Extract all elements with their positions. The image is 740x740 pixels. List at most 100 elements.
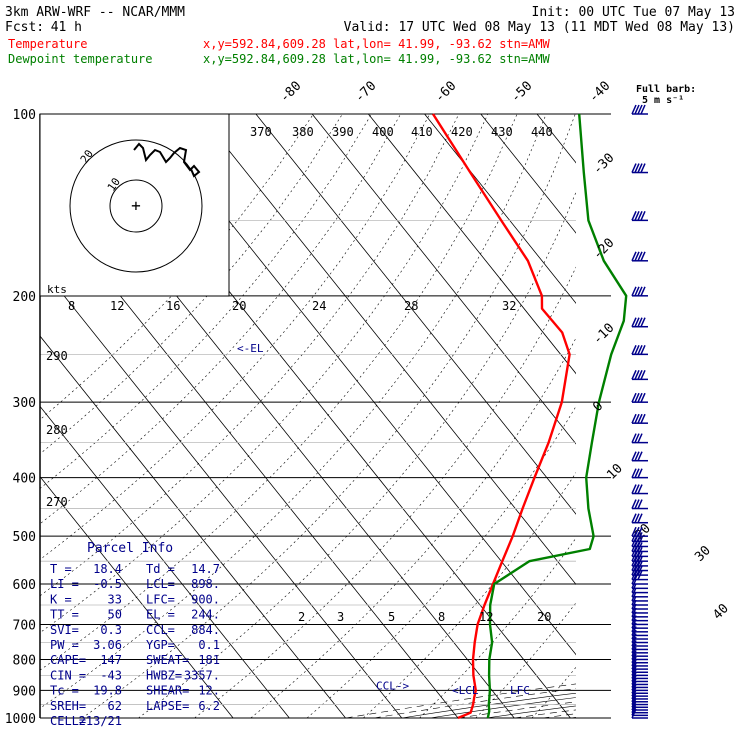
parcel-info-value: SHEAR= — [146, 684, 189, 698]
parcel-info-value: T = — [50, 562, 72, 576]
wind-barbs — [631, 104, 648, 719]
parcel-info-value: K = — [50, 592, 72, 606]
wind-barb — [631, 251, 648, 262]
mixing-ratio-label: 2 — [298, 610, 305, 624]
hodograph-ring-label-10: 10 — [105, 175, 123, 193]
mixing-ratio-label: 8 — [438, 610, 445, 624]
barb-key: Full barb: — [636, 84, 696, 95]
forecast-label: Fcst: — [5, 20, 44, 35]
barb-key-units: 5 m s⁻¹ — [642, 95, 684, 106]
dewpoint-legend: Dewpoint temperature — [8, 52, 153, 66]
adiabat-label: 390 — [332, 125, 354, 139]
wind-barb — [631, 451, 648, 462]
adiabat-label: 370 — [250, 125, 272, 139]
wind-barb — [631, 413, 648, 424]
parcel-info-value: 147 — [100, 653, 122, 667]
parcel-info-value: 18.4 — [93, 562, 122, 576]
moist-adiabat-line — [655, 685, 740, 719]
parcel-info-value: LAPSE= — [146, 699, 189, 713]
dry-adiabat-line — [588, 114, 740, 718]
parcel-info-value: CIN = — [50, 668, 86, 682]
hodograph-speed-label: 8 — [68, 299, 75, 313]
level-marker: CCL-> — [376, 680, 409, 693]
parcel-info-panel: Parcel Info T = 18.4 Td = 14.7 LI = -0.5 LCL= 8… — [50, 541, 220, 728]
dry-adiabat-line — [363, 472, 576, 718]
parcel-info-value: PW = — [50, 638, 79, 652]
parcel-info-value: 0.3 — [100, 623, 122, 637]
parcel-info-value: 0.1 — [198, 638, 220, 652]
hodograph-inset: 10 20 + — [39, 113, 230, 297]
parcel-info-value: 3357. — [184, 668, 220, 682]
level-marker: LFC — [510, 684, 530, 697]
wind-barb — [631, 706, 648, 717]
wind-barb — [631, 570, 648, 581]
isotherm-line — [199, 114, 576, 586]
isotherm-label: -80 — [277, 79, 304, 106]
isotherm-label: -60 — [432, 79, 459, 106]
parcel-info-value: 14.7 — [191, 562, 220, 576]
parcel-info-value: -0.5 — [93, 577, 122, 591]
moist-adiabat-line — [514, 666, 740, 718]
pressure-tick-label: 900 — [13, 684, 36, 699]
wind-barb — [631, 587, 648, 598]
temperature-legend: Temperature — [8, 37, 87, 51]
parcel-info-value: 50 — [108, 608, 122, 622]
isotherm-label: -30 — [590, 151, 617, 178]
level-marker: <LCL — [452, 684, 479, 697]
hodograph-ring-label-20: 20 — [78, 147, 96, 165]
parcel-info-value: CAPE= — [50, 653, 86, 667]
adiabat-label: 440 — [531, 125, 553, 139]
dry-adiabat-line — [475, 602, 576, 718]
valid-time: Valid: 17 UTC Wed 08 May 13 (11 MDT Wed … — [344, 20, 735, 35]
temperature-location: x,y=592.84,609.28 lat,lon= 41.99, -93.62… — [203, 37, 551, 51]
dewpoint-location: x,y=592.84,609.28 lat,lon= 41.99, -93.62… — [203, 52, 551, 66]
isotherm-line — [40, 265, 403, 718]
adiabat-label: 410 — [411, 125, 433, 139]
hodograph-speed-label: 20 — [232, 299, 246, 313]
isotherm-line — [40, 475, 234, 718]
parcel-info-value: 19.8 — [93, 684, 122, 698]
dry-adiabat-line — [419, 537, 576, 718]
moist-adiabat-line — [457, 701, 576, 718]
moist-adiabat-line — [373, 688, 576, 718]
adiabat-label: 430 — [491, 125, 513, 139]
isotherm-line — [40, 335, 346, 718]
hodograph-speed-label: 12 — [110, 299, 124, 313]
parcel-info-value: 884. — [191, 623, 220, 637]
parcel-info-value: 12. — [198, 684, 220, 698]
parcel-info-value: HWBZ= — [146, 668, 182, 682]
parcel-info-value: LI = — [50, 577, 79, 591]
isotherm-label: -10 — [590, 321, 617, 348]
pressure-tick-label: 400 — [13, 472, 36, 487]
pressure-tick-label: 300 — [13, 396, 36, 411]
parcel-info-value: Td = — [146, 562, 175, 576]
mixing-ratio-label: 3 — [337, 610, 344, 624]
parcel-info-value: 244. — [191, 608, 220, 622]
wind-barb — [631, 370, 648, 381]
parcel-info-value: 181 — [198, 653, 220, 667]
wind-barb — [631, 211, 648, 222]
isotherm-line — [424, 114, 576, 304]
adiabat-label: 420 — [451, 125, 473, 139]
wind-barb — [631, 345, 648, 356]
pressure-tick-label: 600 — [13, 578, 36, 593]
wind-barb — [631, 468, 648, 479]
pressure-tick-label: 100 — [13, 108, 36, 123]
isotherm-line — [480, 114, 576, 234]
hodograph-speed-label: 16 — [166, 299, 180, 313]
mixing-ratio-label: 12 — [479, 610, 493, 624]
isotherm-line — [649, 114, 740, 718]
adiabat-label: 290 — [46, 349, 68, 363]
isotherm-line — [706, 114, 740, 718]
isotherm-label: 40 — [710, 601, 732, 623]
wind-barb — [631, 499, 648, 510]
wind-barb — [631, 484, 648, 495]
wind-barb — [631, 163, 648, 174]
wind-barb — [631, 104, 648, 115]
parcel-info-value: LFC= — [146, 592, 175, 606]
sounding-curves — [431, 113, 628, 720]
isotherm-label: -70 — [352, 79, 379, 106]
moist-adiabat-line — [402, 646, 740, 718]
moist-adiabat-line — [683, 685, 740, 719]
